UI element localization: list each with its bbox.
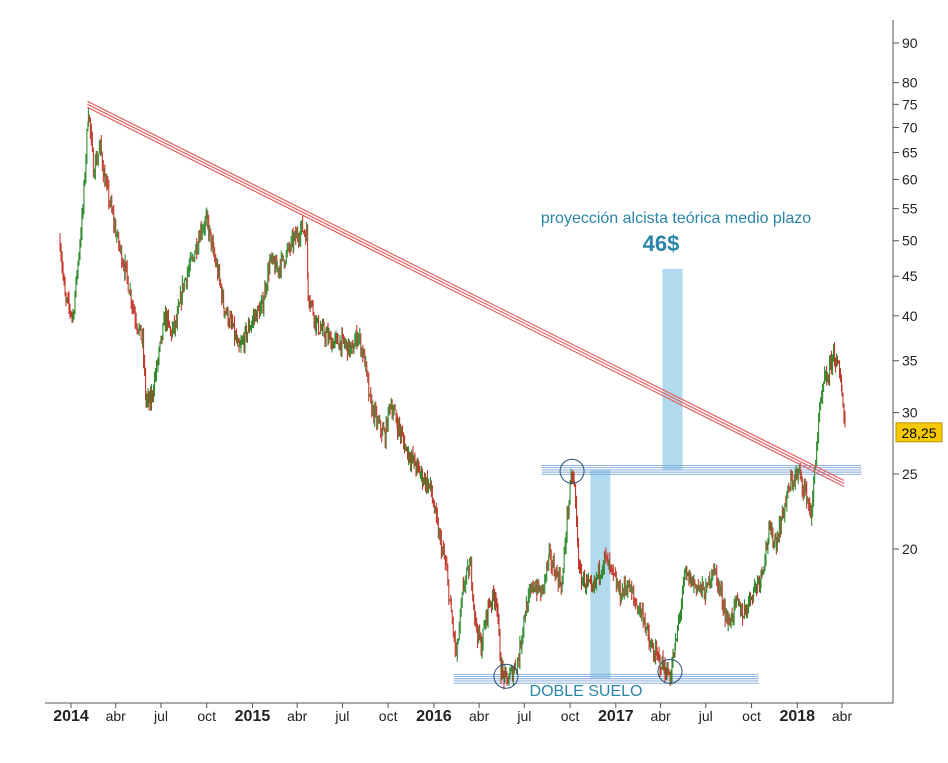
bottom-marker-2 (559, 458, 585, 484)
y-tick-label: 65 (902, 144, 918, 160)
y-tick-label: 75 (902, 96, 918, 112)
x-tick-label: jul (334, 708, 349, 724)
x-tick-label: oct (379, 708, 398, 724)
x-tick-label: abr (469, 708, 490, 724)
y-tick-label: 40 (902, 308, 918, 324)
y-tick-label: 55 (902, 201, 918, 217)
x-tick-label: 2018 (779, 708, 815, 725)
y-tick-label: 90 (902, 35, 918, 51)
y-tick-label: 45 (902, 268, 918, 284)
x-tick-label: 2017 (598, 708, 634, 725)
x-tick-label: abr (650, 708, 671, 724)
resistance-trendline-strand (87, 103, 845, 485)
last-price-tag: 28,25 (895, 422, 943, 443)
bottom-marker-3 (657, 658, 683, 684)
y-tick-label: 25 (902, 466, 918, 482)
resistance-trendline-strand (87, 100, 845, 482)
x-tick-label: 2015 (235, 708, 271, 725)
projection-title: proyección alcista teórica medio plazo (541, 210, 811, 227)
x-tick-label: oct (197, 708, 216, 724)
projection-value: 46$ (643, 231, 680, 256)
y-tick-label: 50 (902, 233, 918, 249)
resistance-trendline-strand (87, 106, 845, 488)
y-tick-label: 20 (902, 541, 918, 557)
x-tick-label: oct (742, 708, 761, 724)
x-tick-label: jul (153, 708, 168, 724)
projection-bar-2 (662, 268, 683, 470)
y-tick-label: 80 (902, 75, 918, 91)
x-tick-label: oct (561, 708, 580, 724)
y-tick-label: 30 (902, 405, 918, 421)
x-tick-label: abr (287, 708, 308, 724)
resistance-trendline-layer (87, 100, 845, 488)
x-tick-label: 2016 (416, 708, 452, 725)
x-tick-label: abr (106, 708, 127, 724)
y-tick-label: 35 (902, 353, 918, 369)
double-bottom-label: DOBLE SUELO (530, 683, 643, 700)
projection-bars-layer (590, 268, 683, 679)
x-tick-label: jul (698, 708, 713, 724)
y-ticks: 20 25 30 35 40 45 50 55 60 65 70 75 80 90 (893, 35, 918, 557)
last-price-tag-bg (895, 422, 943, 443)
x-tick-label: abr (832, 708, 853, 724)
y-tick-label: 60 (902, 171, 918, 187)
bottom-markers-layer (493, 458, 683, 689)
last-price-label: 28,25 (901, 425, 936, 441)
x-tick-label: 2014 (53, 708, 89, 725)
y-tick-label: 70 (902, 120, 918, 136)
x-tick-label: jul (516, 708, 531, 724)
x-ticks: 2014 abr jul oct 2015 abr jul oct 2016 abr jul oct 2… (53, 703, 852, 725)
bottom-marker-1 (493, 663, 519, 689)
support-lines-layer (453, 465, 862, 684)
price-series (59, 107, 846, 690)
projection-bar-1 (590, 469, 611, 679)
